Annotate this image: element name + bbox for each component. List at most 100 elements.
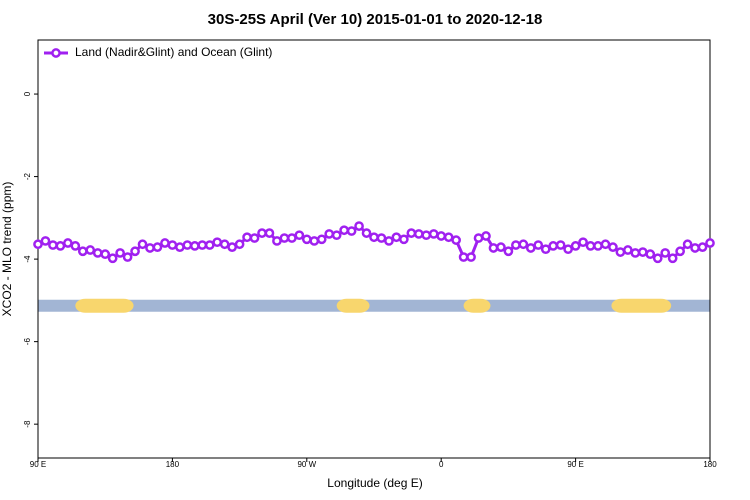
data-point [197, 240, 208, 250]
data-point [615, 247, 626, 257]
data-point [682, 239, 693, 250]
data-point [145, 243, 155, 253]
data-point [227, 242, 237, 252]
data-point [85, 245, 96, 255]
data-point [33, 239, 43, 250]
data-point [578, 237, 588, 248]
data-point [279, 233, 290, 243]
data-point [637, 247, 648, 257]
land-segment [463, 298, 491, 313]
data-point [249, 233, 260, 243]
data-point [264, 228, 275, 238]
data-point [570, 241, 581, 251]
land-segment [75, 298, 134, 313]
data-point [287, 233, 297, 243]
data-point [339, 225, 349, 236]
data-point [257, 228, 267, 238]
data-point [518, 239, 529, 250]
data-point [324, 229, 335, 239]
data-point [272, 236, 282, 246]
ocean-strip [38, 299, 710, 312]
y-tick-label: -8 [23, 420, 32, 428]
data-point [182, 240, 193, 250]
x-tick-label: 90 E [30, 460, 46, 469]
data-point [376, 233, 387, 243]
data-point [481, 231, 491, 241]
x-tick-label: 180 [703, 460, 717, 469]
data-point [473, 233, 484, 243]
data-point [660, 248, 671, 258]
data-point [301, 234, 312, 245]
data-point [175, 242, 185, 252]
data-point [511, 240, 521, 250]
data-point [346, 226, 357, 236]
data-point [316, 234, 327, 245]
data-point [645, 249, 656, 260]
data-point [242, 232, 252, 243]
data-point [555, 240, 566, 250]
data-point [212, 237, 223, 248]
data-point [458, 252, 469, 262]
data-point [115, 248, 125, 258]
data-point [585, 241, 596, 251]
data-point [667, 253, 678, 264]
data-point [219, 239, 230, 250]
data-point [608, 242, 618, 252]
data-point [630, 248, 641, 258]
data-point [70, 241, 81, 251]
data-point [204, 240, 215, 250]
data-point [600, 239, 611, 250]
y-tick-label: 0 [23, 91, 32, 96]
data-point [503, 246, 514, 257]
data-point [436, 231, 447, 241]
data-point [309, 236, 320, 246]
data-point [697, 242, 708, 252]
data-point [294, 230, 305, 241]
data-point [623, 245, 633, 255]
data-point [690, 243, 700, 253]
data-point [399, 234, 409, 245]
data-point [92, 248, 103, 258]
data-point [466, 252, 476, 262]
data-point [234, 239, 245, 250]
data-point [451, 235, 461, 245]
data-point [428, 229, 439, 239]
data-point [137, 239, 148, 250]
land-segment [611, 298, 672, 313]
legend-label: Land (Nadir&Glint) and Ocean (Glint) [75, 45, 272, 59]
data-point [100, 249, 111, 260]
data-point [384, 236, 394, 246]
data-point [488, 243, 499, 253]
data-point [593, 241, 603, 251]
x-axis-label: Longitude (deg E) [327, 476, 422, 490]
data-point [189, 241, 200, 251]
data-point [675, 246, 685, 257]
data-point [160, 238, 170, 248]
data-point [413, 229, 424, 239]
data-point [369, 232, 379, 243]
x-tick-label: 0 [439, 460, 444, 469]
data-point [63, 238, 73, 248]
x-tick-label: 90 E [567, 460, 583, 469]
data-point [361, 228, 372, 238]
data-point [652, 253, 663, 264]
data-point [48, 240, 58, 250]
x-tick-label: 180 [166, 460, 180, 469]
data-point [167, 240, 178, 250]
data-point [421, 230, 432, 241]
data-point [331, 230, 342, 241]
y-tick-label: -2 [23, 172, 32, 180]
x-tick-label: 90 W [297, 460, 316, 469]
data-point [130, 246, 140, 257]
legend-marker [51, 48, 61, 58]
data-point [354, 221, 364, 231]
data-point [406, 228, 417, 238]
data-point [496, 242, 506, 252]
data-point [563, 244, 573, 255]
data-point [122, 252, 133, 262]
data-point [391, 232, 402, 243]
data-point [107, 253, 118, 264]
chart-title: 30S-25S April (Ver 10) 2015-01-01 to 202… [208, 11, 543, 28]
y-tick-label: -6 [23, 338, 32, 346]
